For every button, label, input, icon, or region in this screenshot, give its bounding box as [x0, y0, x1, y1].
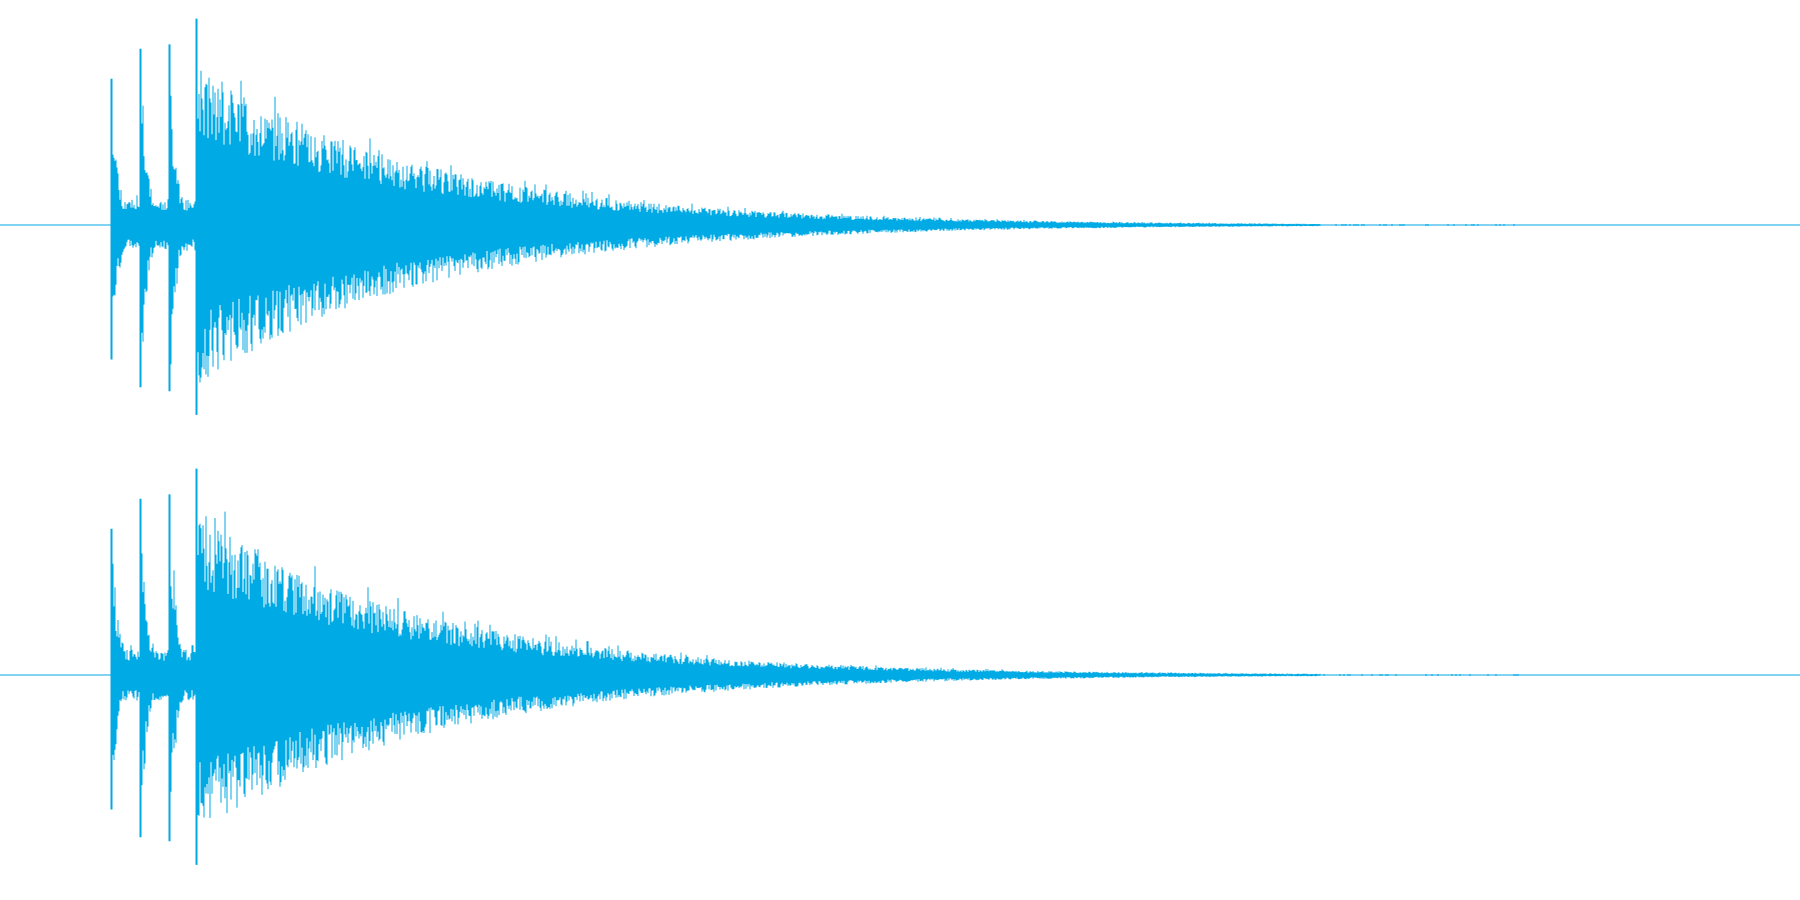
waveform-channel-left [0, 18, 1800, 415]
waveform-channel-right [0, 468, 1800, 865]
waveform-trace [110, 468, 1519, 865]
waveform-trace [110, 18, 1515, 415]
